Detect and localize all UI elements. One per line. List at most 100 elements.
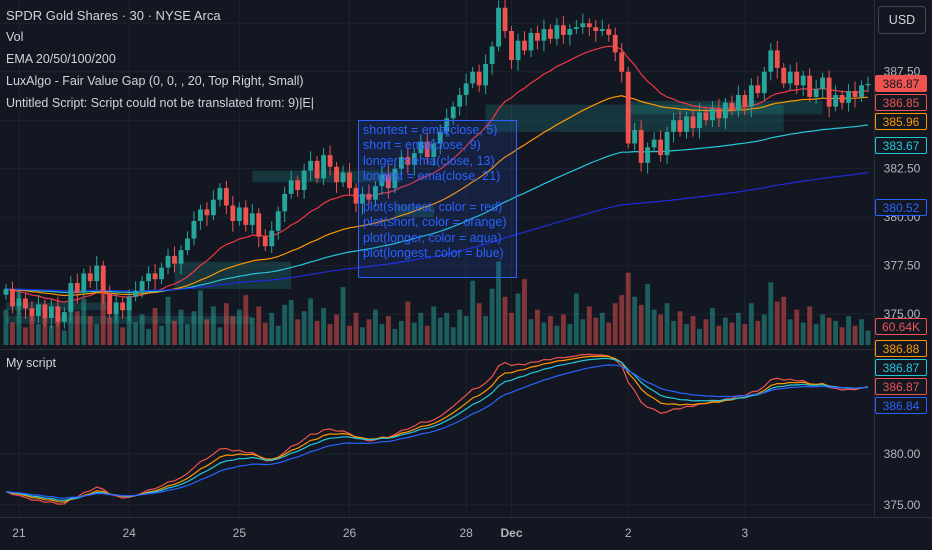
price-tag[interactable]: 385.96: [875, 113, 927, 131]
candle-body: [126, 296, 132, 311]
volume-bar: [774, 301, 780, 345]
volume-bar: [223, 303, 229, 345]
volume-bar: [839, 327, 845, 345]
time-tick-label: 3: [742, 526, 749, 540]
candle-body: [159, 267, 164, 280]
volume-bar: [729, 322, 735, 345]
time-tick-label: 26: [343, 526, 357, 540]
candlesticks[interactable]: [3, 0, 871, 329]
volume-bar: [256, 306, 262, 345]
price-tag[interactable]: 386.87: [875, 75, 927, 93]
candle-body: [314, 160, 320, 179]
volume-bar: [288, 300, 294, 345]
volume-bar: [178, 309, 184, 345]
candle-body: [204, 209, 210, 216]
candle-body: [308, 160, 314, 171]
volume-bar: [146, 328, 152, 345]
volume-bar: [152, 308, 158, 345]
price-tick-label: 382.50: [884, 162, 921, 176]
script-value-tag[interactable]: 386.84: [875, 397, 927, 414]
volume-bar: [204, 319, 210, 345]
candle-body: [697, 112, 702, 128]
candle-body: [541, 29, 547, 41]
script-axis-ticks[interactable]: 375.00 380.00: [884, 447, 921, 512]
legend-untitled-script[interactable]: Untitled Script: Script could not be tra…: [6, 96, 315, 110]
volume-bar: [599, 312, 605, 345]
candle-body: [424, 141, 430, 158]
candle-body: [489, 46, 495, 64]
legend-ema[interactable]: EMA 20/50/100/200: [6, 52, 116, 66]
time-tick-label: 21: [12, 526, 26, 540]
candle-body: [619, 52, 625, 72]
volume-bar: [677, 311, 683, 345]
volume-bar: [515, 293, 521, 345]
price-tag[interactable]: 383.67: [875, 137, 927, 155]
volume-bar: [3, 309, 9, 345]
price-tag[interactable]: 380.52: [875, 198, 927, 216]
candle-body: [55, 306, 61, 322]
volume-bar: [185, 324, 190, 345]
script-value-tag[interactable]: 386.87: [875, 359, 927, 376]
candle-body: [146, 273, 152, 282]
code-line: plot(shortest, color = red): [363, 200, 503, 215]
candle-body: [100, 265, 106, 293]
volume-bar: [586, 306, 592, 345]
time-tick-label: 28: [459, 526, 473, 540]
volume-bar: [353, 312, 359, 345]
code-line: plot(longer, color = aqua): [363, 230, 502, 245]
script-value-tag[interactable]: 386.88: [875, 340, 927, 357]
volume-tag[interactable]: 60.64K: [875, 318, 927, 335]
volume-bar: [612, 303, 618, 345]
candle-body: [340, 172, 346, 183]
volume-bar: [379, 324, 385, 345]
volume-bar: [522, 279, 527, 345]
legend-volume[interactable]: Vol: [6, 30, 24, 44]
candle-body: [243, 207, 249, 225]
candle-body: [807, 75, 813, 97]
currency-button[interactable]: USD: [878, 6, 926, 34]
volume-bar: [463, 316, 469, 345]
volume-bar: [81, 298, 87, 345]
volume-bar: [321, 308, 327, 345]
volume-bar: [48, 325, 54, 345]
candle-body: [567, 29, 573, 35]
candle-body: [787, 71, 793, 84]
candle-body: [198, 209, 203, 222]
volume-bar: [716, 325, 722, 345]
script-pane-title[interactable]: My script: [6, 356, 56, 370]
script-value-tag[interactable]: 386.87: [875, 378, 927, 395]
volume-bar: [100, 271, 106, 345]
volume-bar: [547, 316, 553, 345]
candle-body: [398, 157, 404, 169]
price-tag[interactable]: 386.85: [875, 94, 927, 112]
volume-bar: [502, 296, 508, 345]
time-tick-label: 25: [233, 526, 247, 540]
price-axis-ticks[interactable]: 375.00377.50380.00382.50385.00387.50390.…: [884, 16, 921, 321]
candle-body: [839, 95, 845, 103]
candle-body: [774, 50, 780, 68]
volume-bar: [107, 317, 113, 345]
candle-body: [360, 193, 365, 204]
volume-bar: [191, 311, 197, 345]
volume-bar: [483, 316, 489, 345]
candle-body: [94, 265, 100, 282]
volume-bar: [10, 322, 15, 345]
candle-body: [230, 205, 236, 222]
candle-body: [742, 95, 748, 107]
volume-bar: [476, 303, 482, 345]
time-axis-ticks[interactable]: 21 24 25 26 28 Dec 2 3: [12, 526, 748, 540]
volume-bar: [133, 322, 139, 345]
symbol-title[interactable]: SPDR Gold Shares · 30 · NYSE Arca: [6, 8, 221, 23]
volume-bar: [457, 309, 463, 345]
candle-body: [16, 298, 22, 307]
candle-body: [677, 120, 683, 132]
volume-bar: [535, 309, 540, 345]
volume-bar: [87, 316, 93, 345]
legend-fvg[interactable]: LuxAlgo - Fair Value Gap (0, 0, , 20, To…: [6, 74, 304, 88]
volume-bar: [210, 306, 216, 345]
candle-body: [554, 25, 560, 39]
volume-bar: [859, 319, 864, 345]
volume-bar: [748, 303, 754, 345]
volume-bar: [742, 324, 748, 345]
